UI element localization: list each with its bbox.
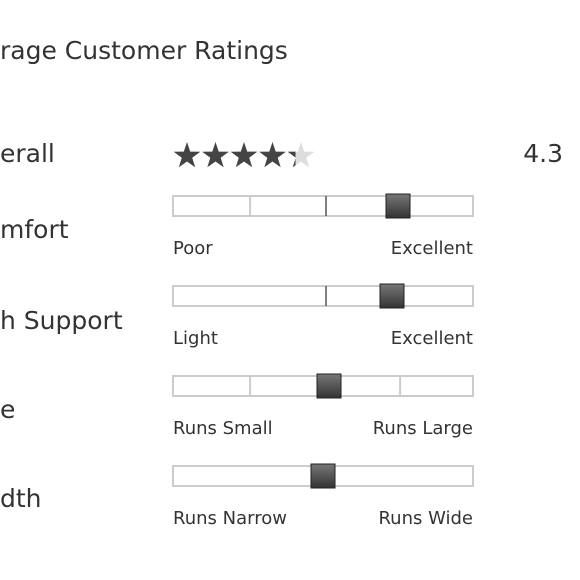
- slider-track: [172, 285, 474, 307]
- star-filled: [259, 142, 286, 168]
- row-label: dth: [0, 484, 42, 513]
- low-label: Runs Narrow: [173, 508, 287, 529]
- high-label: Runs Wide: [378, 508, 473, 529]
- slider-handle: [385, 193, 411, 219]
- high-label: Excellent: [391, 238, 473, 259]
- high-label: Runs Large: [373, 418, 473, 439]
- row-label: mfort: [0, 215, 69, 244]
- overall-label: erall: [0, 139, 55, 168]
- stars: [173, 142, 315, 168]
- row-label: h Support: [0, 306, 123, 335]
- star-filled: [173, 142, 201, 168]
- star-filled: [230, 142, 258, 168]
- overall-value: 4.3: [523, 139, 563, 168]
- star-empty: [287, 142, 315, 168]
- row-label: e: [0, 395, 15, 424]
- title: rage Customer Ratings: [0, 36, 288, 65]
- high-label: Excellent: [391, 328, 473, 349]
- star-filled: [287, 151, 296, 168]
- slider-handle: [316, 373, 342, 399]
- low-label: Runs Small: [173, 418, 273, 439]
- low-label: Light: [173, 328, 218, 349]
- slider-track: [172, 195, 474, 217]
- slider-handle: [379, 283, 405, 309]
- slider-handle: [310, 463, 336, 489]
- low-label: Poor: [173, 238, 213, 259]
- stars-filled: [173, 142, 296, 168]
- star-filled: [202, 142, 229, 168]
